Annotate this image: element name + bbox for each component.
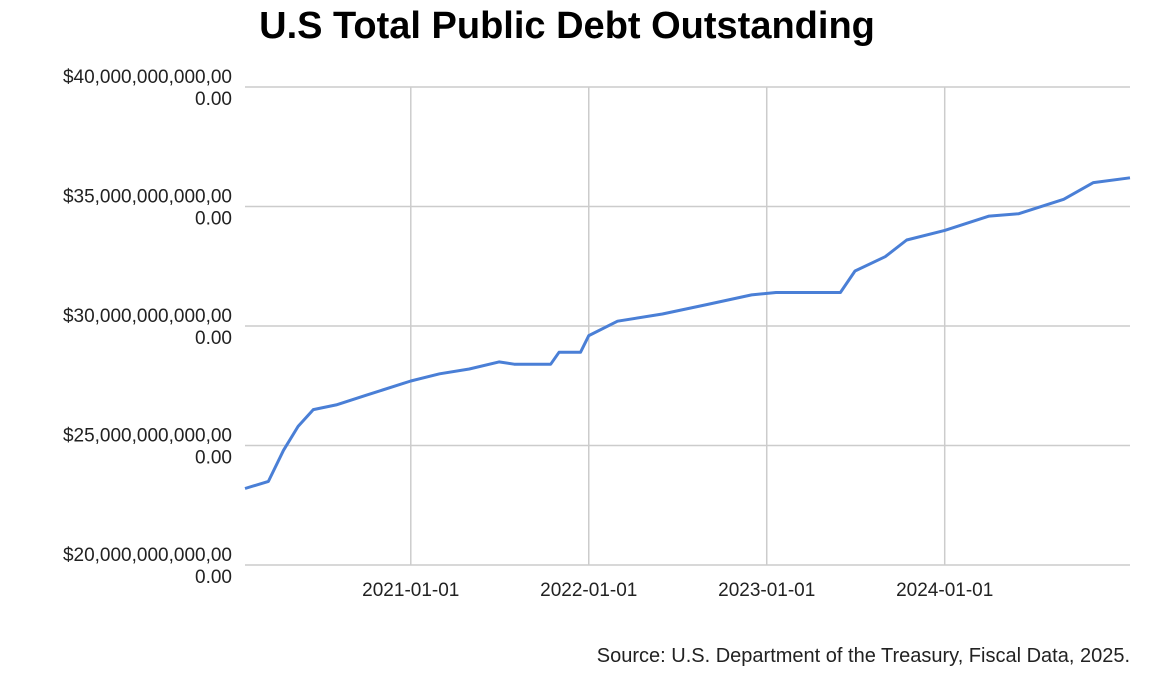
y-tick-label-line: 0.00: [195, 328, 232, 349]
y-tick-label-line: $20,000,000,000,00: [63, 545, 232, 566]
x-tick-label: 2021-01-01: [362, 580, 459, 601]
y-tick-label-line: 0.00: [195, 209, 232, 230]
x-tick-label: 2023-01-01: [718, 580, 815, 601]
y-tick-label: $35,000,000,000,00 0.00: [63, 187, 232, 230]
chart-title: U.S Total Public Debt Outstanding: [259, 5, 875, 47]
x-tick-label: 2022-01-01: [540, 580, 637, 601]
source-note: Source: U.S. Department of the Treasury,…: [597, 645, 1130, 667]
x-tick-label: 2024-01-01: [896, 580, 993, 601]
y-tick-label-line: 0.00: [195, 567, 232, 588]
y-tick-label: $20,000,000,000,00 0.00: [63, 545, 232, 588]
y-tick-label-line: 0.00: [195, 448, 232, 469]
y-tick-label-line: 0.00: [195, 89, 232, 110]
y-tick-label: $30,000,000,000,00 0.00: [63, 306, 232, 349]
y-tick-label-line: $25,000,000,000,00: [63, 426, 232, 447]
y-tick-label: $25,000,000,000,00 0.00: [63, 426, 232, 469]
y-tick-label: $40,000,000,000,00 0.00: [63, 67, 232, 110]
y-tick-label-line: $35,000,000,000,00: [63, 187, 232, 208]
y-tick-label-line: $40,000,000,000,00: [63, 67, 232, 88]
y-tick-label-line: $30,000,000,000,00: [63, 306, 232, 327]
data-line: [244, 176, 1131, 490]
